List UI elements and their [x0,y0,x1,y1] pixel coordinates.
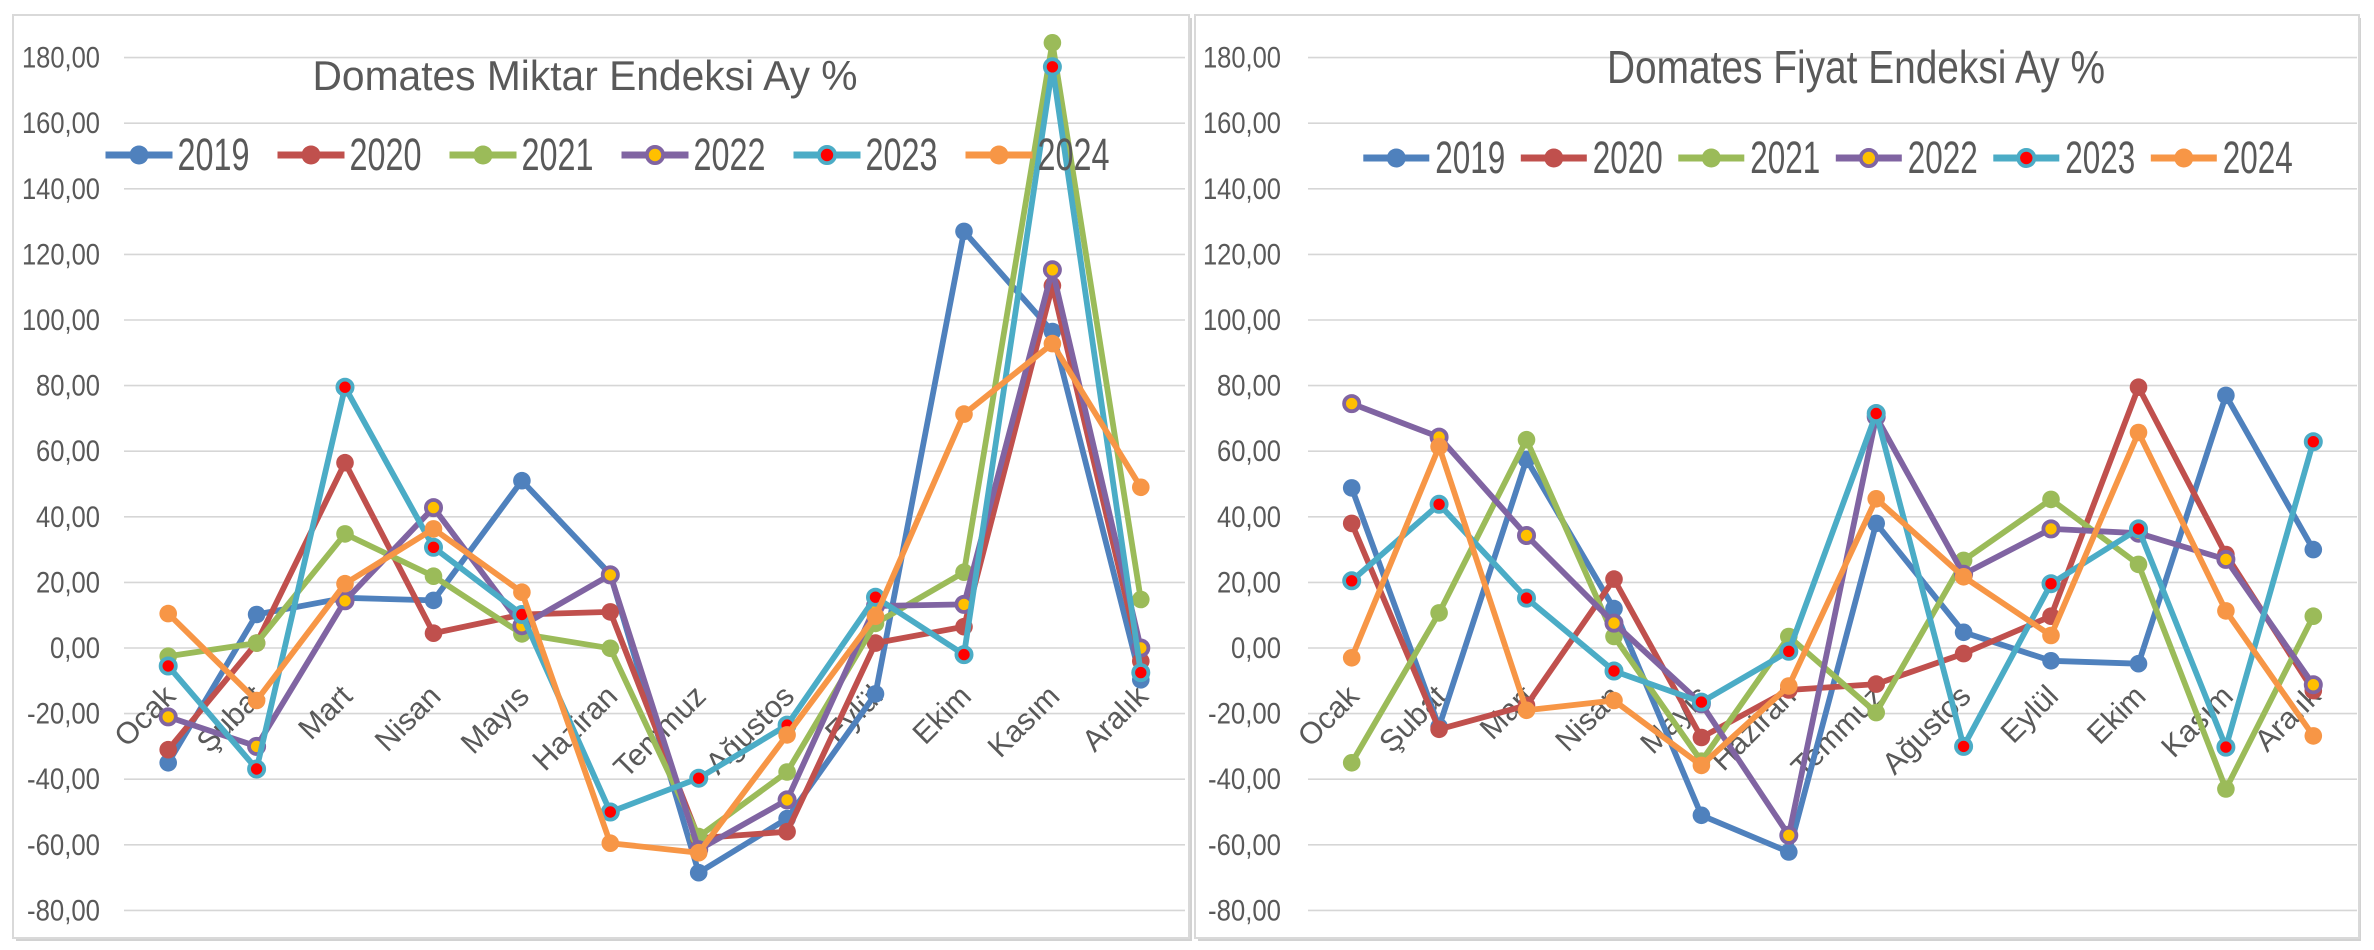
svg-text:2022: 2022 [1908,132,1978,183]
svg-text:60,00: 60,00 [36,435,100,468]
svg-text:-40,00: -40,00 [1208,763,1281,796]
svg-text:0,00: 0,00 [1231,632,1281,665]
svg-text:2021: 2021 [522,129,594,180]
svg-text:100,00: 100,00 [1203,304,1281,337]
svg-text:2019: 2019 [1435,132,1505,183]
svg-text:140,00: 140,00 [1203,173,1281,206]
svg-text:-20,00: -20,00 [27,698,100,731]
svg-text:40,00: 40,00 [1217,501,1281,534]
svg-text:20,00: 20,00 [1217,566,1281,599]
svg-text:140,00: 140,00 [22,173,100,206]
svg-text:60,00: 60,00 [1217,435,1281,468]
svg-text:-60,00: -60,00 [1208,829,1281,862]
svg-text:20,00: 20,00 [36,566,100,599]
svg-text:2024: 2024 [2223,132,2293,183]
svg-text:160,00: 160,00 [22,107,100,140]
svg-text:120,00: 120,00 [22,238,100,271]
svg-text:80,00: 80,00 [1217,370,1281,403]
svg-text:180,00: 180,00 [1203,42,1281,75]
svg-text:160,00: 160,00 [1203,107,1281,140]
svg-text:Domates Fiyat Endeksi Ay %: Domates Fiyat Endeksi Ay % [1607,41,2105,93]
svg-text:2023: 2023 [2065,132,2135,183]
svg-text:180,00: 180,00 [22,42,100,75]
svg-text:-40,00: -40,00 [27,763,100,796]
svg-text:2024: 2024 [1038,129,1110,180]
svg-text:2019: 2019 [178,129,250,180]
svg-text:Domates Miktar Endeksi Ay %: Domates Miktar Endeksi Ay % [313,52,858,99]
svg-text:2022: 2022 [694,129,766,180]
svg-text:-80,00: -80,00 [1208,894,1281,927]
svg-text:100,00: 100,00 [22,304,100,337]
svg-text:40,00: 40,00 [36,501,100,534]
svg-text:2020: 2020 [1593,132,1663,183]
svg-text:2021: 2021 [1750,132,1820,183]
svg-text:-60,00: -60,00 [27,829,100,862]
svg-text:2023: 2023 [866,129,938,180]
svg-text:2020: 2020 [350,129,422,180]
svg-text:-20,00: -20,00 [1208,698,1281,731]
svg-text:120,00: 120,00 [1203,238,1281,271]
svg-text:80,00: 80,00 [36,370,100,403]
svg-text:0,00: 0,00 [50,632,100,665]
svg-text:-80,00: -80,00 [27,894,100,927]
